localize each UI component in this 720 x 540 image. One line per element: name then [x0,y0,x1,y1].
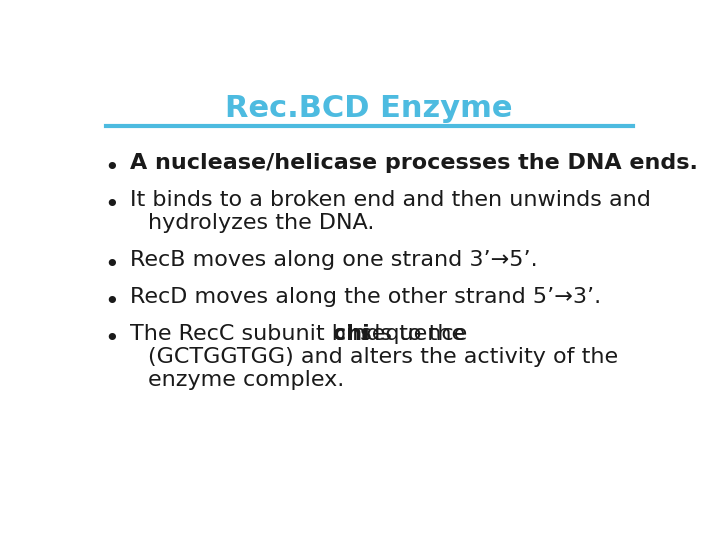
Text: (GCTGGTGG) and alters the activity of the: (GCTGGTGG) and alters the activity of th… [148,347,618,367]
Text: •: • [104,253,119,278]
Text: RecB moves along one strand 3’→5’.: RecB moves along one strand 3’→5’. [130,251,538,271]
Text: Rec.BCD Enzyme: Rec.BCD Enzyme [225,94,513,123]
Text: chi: chi [333,325,369,345]
Text: RecD moves along the other strand 5’→3’.: RecD moves along the other strand 5’→3’. [130,287,601,307]
Text: It binds to a broken end and then unwinds and: It binds to a broken end and then unwind… [130,190,651,210]
Text: •: • [104,327,119,352]
Text: sequence: sequence [353,325,467,345]
Text: •: • [104,193,119,218]
Text: The RecC subunit binds to the: The RecC subunit binds to the [130,325,472,345]
Text: A nuclease/helicase processes the DNA ends.: A nuclease/helicase processes the DNA en… [130,153,698,173]
Text: hydrolyzes the DNA.: hydrolyzes the DNA. [148,213,374,233]
Text: •: • [104,157,119,180]
Text: enzyme complex.: enzyme complex. [148,370,344,390]
Text: •: • [104,291,119,314]
